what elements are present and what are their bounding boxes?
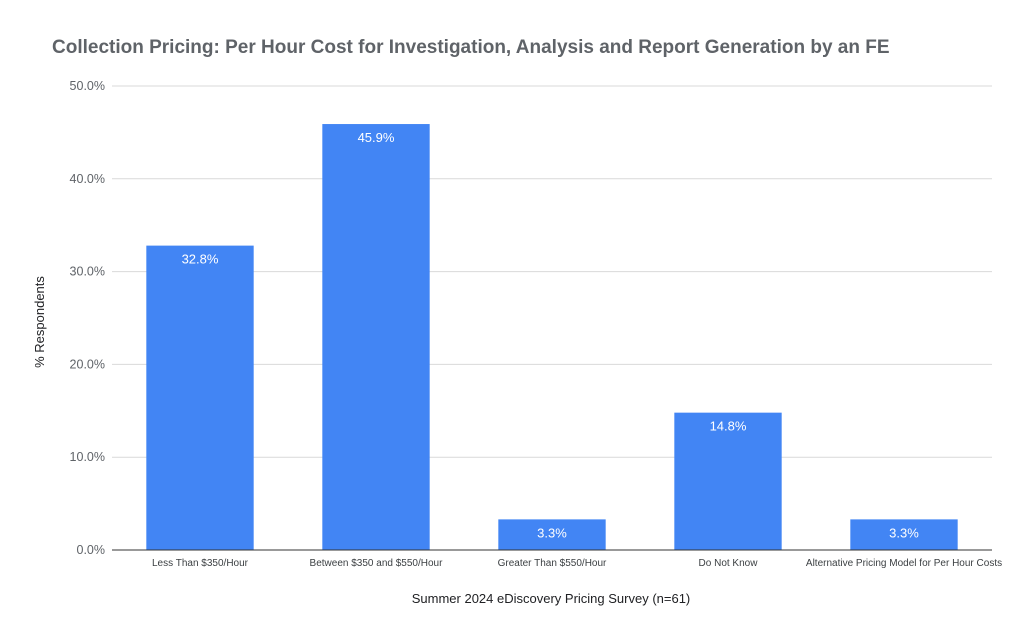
y-axis-ticks: 0.0% 10.0% 20.0% 30.0% 40.0% 50.0% — [70, 79, 105, 557]
y-axis-label: % Respondents — [32, 276, 47, 368]
bar-data-label: 14.8% — [710, 419, 747, 434]
x-axis-label: Summer 2024 eDiscovery Pricing Survey (n… — [412, 591, 691, 606]
bars — [146, 124, 958, 550]
y-tick-label: 50.0% — [70, 79, 105, 93]
x-category-label: Between $350 and $550/Hour — [310, 558, 444, 569]
bar — [498, 519, 606, 550]
bar-data-label: 3.3% — [537, 525, 567, 540]
y-tick-label: 20.0% — [70, 357, 105, 371]
bar — [674, 412, 782, 550]
x-category-label: Alternative Pricing Model for Per Hour C… — [806, 558, 1002, 569]
bar — [146, 245, 254, 550]
bar — [850, 519, 958, 550]
data-labels: 32.8% 45.9% 3.3% 14.8% 3.3% — [182, 130, 920, 540]
x-category-label: Do Not Know — [699, 558, 759, 569]
x-category-label: Greater Than $550/Hour — [498, 558, 607, 569]
x-axis-categories: Less Than $350/Hour Between $350 and $550… — [152, 558, 1002, 569]
y-tick-label: 10.0% — [70, 450, 105, 464]
y-tick-label: 30.0% — [70, 265, 105, 279]
x-category-label: Less Than $350/Hour — [152, 558, 249, 569]
y-tick-label: 0.0% — [77, 543, 106, 557]
chart-title: Collection Pricing: Per Hour Cost for In… — [52, 37, 890, 58]
y-tick-label: 40.0% — [70, 172, 105, 186]
bar-data-label: 32.8% — [182, 252, 219, 267]
bar — [322, 124, 430, 550]
gridlines — [112, 85, 992, 458]
bar-data-label: 45.9% — [358, 130, 395, 145]
bar-data-label: 3.3% — [889, 525, 919, 540]
